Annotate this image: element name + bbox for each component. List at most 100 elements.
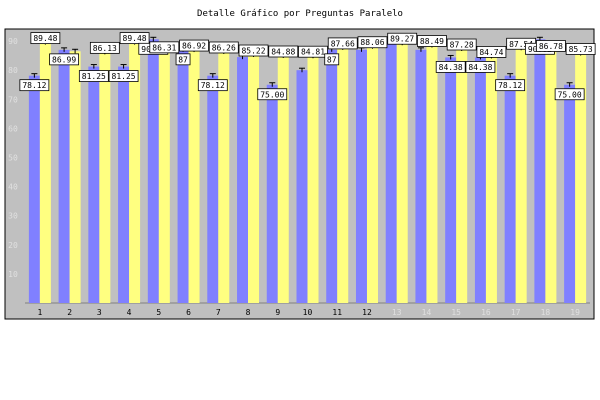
data-label-box: [197, 79, 228, 92]
data-label: 86.78: [535, 40, 566, 52]
chart-title: Detalle Gráfico por Preguntas Paralelo: [197, 9, 403, 19]
bar: [575, 53, 587, 304]
data-label-box: [327, 37, 358, 50]
bar: [396, 43, 408, 303]
bar: [147, 39, 159, 303]
data-label-text: 88.49: [420, 37, 444, 46]
data-label-text: 89.48: [123, 34, 147, 43]
bars-group: [28, 36, 587, 304]
data-label: 75.00: [554, 88, 585, 101]
bar: [58, 49, 70, 303]
bar: [564, 84, 576, 303]
data-label-text: 86.31: [152, 43, 176, 52]
bar: [415, 49, 427, 303]
data-label: 87: [175, 53, 191, 66]
data-label: 81.25: [108, 70, 139, 82]
data-label-box: [19, 79, 50, 92]
data-label-text: 81.25: [82, 72, 106, 81]
bar: [177, 49, 189, 303]
data-label-text: 87: [178, 55, 188, 64]
data-label: 89.48: [30, 32, 61, 45]
bar: [515, 48, 527, 303]
y-tick-label: 10: [8, 270, 18, 279]
data-label-text: 85.22: [241, 47, 265, 56]
y-tick-label: 60: [8, 124, 18, 133]
data-label: 84.88: [268, 45, 299, 58]
data-label-text: 89.48: [33, 34, 57, 43]
bar: [188, 50, 200, 303]
bar: [485, 56, 497, 303]
bar: [445, 57, 457, 304]
bar: [99, 52, 111, 304]
data-label-box: [476, 46, 507, 58]
data-label-box: [89, 41, 120, 54]
data-label-box: [417, 35, 447, 47]
bar: [266, 84, 278, 303]
x-tick-label: 19: [570, 308, 580, 317]
data-label: 78.12: [197, 79, 228, 92]
data-label: 84.38: [465, 61, 496, 73]
data-label-text: 86.92: [182, 42, 206, 51]
x-axis: 1 2 3 4 5 6 7 8 9 10 11 12 13 14 15 16 17 18 19: [37, 308, 580, 317]
data-label-box: [30, 32, 61, 45]
bar: [158, 51, 170, 304]
bar: [337, 47, 349, 304]
bar: [504, 75, 516, 303]
data-label-text: 87: [327, 55, 337, 64]
data-label-text: 84.74: [479, 48, 503, 57]
x-tick-label: 9: [275, 308, 280, 317]
data-label: 86.99: [49, 53, 80, 66]
bar: [277, 55, 289, 303]
data-label: 89.48: [119, 32, 150, 45]
data-label-box: [208, 41, 239, 54]
x-tick-label: 1: [37, 308, 42, 317]
data-label-text: 86.26: [212, 43, 236, 52]
data-label: 89.27: [387, 32, 418, 45]
data-label-box: [149, 41, 180, 54]
x-tick-label: 14: [422, 308, 432, 317]
bar: [296, 70, 308, 303]
bar: [545, 50, 557, 303]
data-label: 85.22: [238, 44, 269, 57]
bar: [39, 42, 51, 304]
data-label-text: 81.25: [112, 72, 136, 81]
x-tick-label: 11: [332, 308, 342, 317]
bar: [326, 49, 338, 303]
data-label-text: 84.38: [439, 63, 463, 72]
data-label-text: 78.12: [201, 81, 225, 90]
bar: [237, 57, 249, 304]
data-label: 86.92: [179, 39, 209, 52]
bar: [366, 46, 378, 304]
data-label: 87: [324, 53, 340, 66]
data-label: 88.06: [357, 36, 388, 49]
data-label: 87.28: [446, 38, 477, 51]
x-tick-label: 8: [246, 308, 251, 317]
data-label-box: [175, 53, 191, 66]
x-tick-label: 12: [362, 308, 372, 317]
data-label-box: [495, 79, 526, 92]
data-label-text: 87.66: [331, 39, 355, 48]
y-tick-label: 40: [8, 183, 18, 192]
x-tick-label: 10: [303, 308, 313, 317]
data-label-box: [465, 61, 496, 73]
bar: [28, 75, 40, 303]
bar: [385, 39, 397, 303]
data-label: 85.73: [565, 43, 596, 55]
data-label-box: [565, 43, 596, 55]
x-tick-label: 18: [541, 308, 551, 317]
y-tick-label: 90: [8, 37, 18, 46]
data-label-box: [108, 70, 139, 82]
x-tick-label: 4: [127, 308, 132, 317]
data-label-text: 84.88: [271, 47, 295, 56]
y-tick-label: 50: [8, 154, 18, 163]
data-label-text: 78.12: [22, 81, 46, 90]
x-tick-label: 16: [481, 308, 491, 317]
data-label-box: [535, 40, 566, 52]
data-label-text: 88.06: [360, 38, 384, 47]
y-tick-label: 30: [8, 212, 18, 221]
data-label-box: [446, 38, 477, 51]
x-tick-label: 7: [216, 308, 221, 317]
bar: [118, 66, 130, 303]
y-tick-label: 70: [8, 95, 18, 104]
